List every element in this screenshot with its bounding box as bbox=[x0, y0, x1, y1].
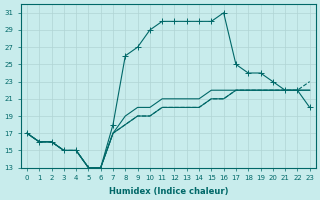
X-axis label: Humidex (Indice chaleur): Humidex (Indice chaleur) bbox=[108, 187, 228, 196]
